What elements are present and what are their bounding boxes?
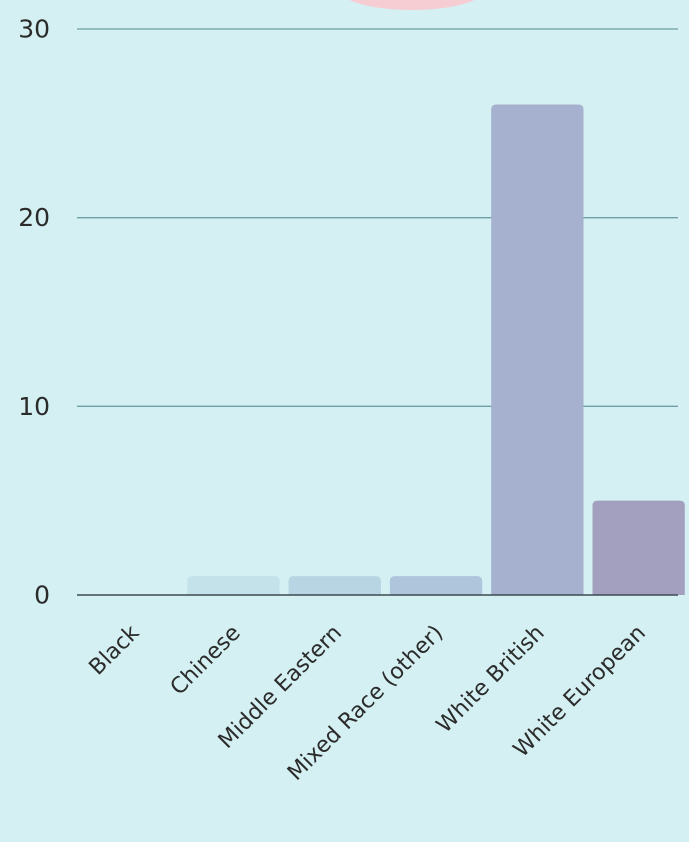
- grid-lines: [77, 28, 678, 407]
- bar-white-european: [592, 500, 685, 595]
- bar-chinese: [187, 576, 280, 595]
- bar-mixed-race-other: [389, 576, 483, 595]
- y-tick-label-0: 0: [34, 581, 50, 610]
- y-tick-label-10: 10: [18, 392, 50, 421]
- x-tick-label-black: Black: [85, 620, 145, 680]
- bar-middle-eastern: [288, 576, 381, 595]
- x-tick-label-chinese: Chinese: [166, 621, 246, 701]
- bar-white-british: [491, 104, 584, 595]
- y-axis-ticks: 0 10 20 30: [18, 15, 50, 610]
- y-tick-label-30: 30: [18, 15, 50, 44]
- y-tick-label-20: 20: [18, 203, 50, 232]
- bars: [187, 104, 685, 595]
- decorative-ellipse: [349, 0, 475, 10]
